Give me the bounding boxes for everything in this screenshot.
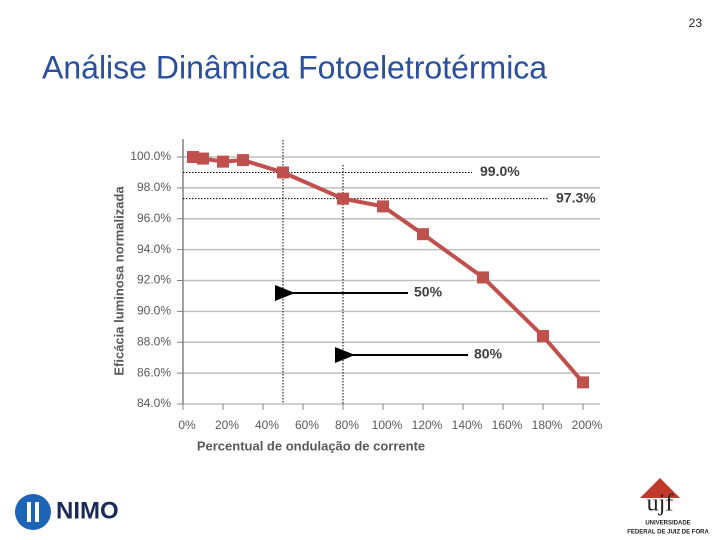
y-tick-label: 84.0% bbox=[137, 396, 171, 410]
data-point bbox=[197, 152, 209, 165]
data-point bbox=[577, 376, 589, 389]
y-tick-label: 92.0% bbox=[137, 273, 171, 287]
logo-subtext: UNIVERSIDADE bbox=[645, 521, 690, 527]
reference-label: 80% bbox=[474, 346, 503, 362]
y-tick-label: 96.0% bbox=[137, 211, 171, 225]
nimo-logo: NIMO bbox=[15, 494, 119, 530]
y-tick-label: 86.0% bbox=[137, 365, 171, 379]
data-point bbox=[217, 155, 229, 168]
data-point bbox=[537, 330, 549, 343]
y-tick-label: 98.0% bbox=[137, 180, 171, 194]
reference-label: 97.3% bbox=[556, 189, 596, 205]
y-tick-label: 88.0% bbox=[137, 334, 171, 348]
data-point bbox=[277, 166, 289, 179]
logo-shape bbox=[35, 502, 39, 522]
data-point bbox=[377, 200, 389, 213]
page-number: 23 bbox=[689, 16, 703, 30]
ujf-logo: ujf UNIVERSIDADE FEDERAL DE JUIZ DE FORA bbox=[627, 478, 709, 536]
data-point bbox=[237, 154, 249, 167]
x-tick-label: 80% bbox=[335, 418, 359, 432]
x-tick-label: 100% bbox=[372, 418, 403, 432]
slide-title: Análise Dinâmica Fotoeletrotérmica bbox=[42, 49, 547, 85]
x-axis-label: Percentual de ondulação de corrente bbox=[197, 438, 425, 453]
x-tick-label: 40% bbox=[255, 418, 279, 432]
y-tick-label: 90.0% bbox=[137, 304, 171, 318]
series-line bbox=[192, 155, 585, 384]
x-tick-label: 140% bbox=[452, 418, 483, 432]
data-point bbox=[337, 192, 349, 205]
x-tick-label: 0% bbox=[178, 418, 196, 432]
data-point bbox=[477, 271, 489, 284]
logo-shape bbox=[27, 502, 31, 522]
x-tick-label: 60% bbox=[295, 418, 319, 432]
logo-text: NIMO bbox=[56, 497, 119, 524]
x-tick-label: 20% bbox=[215, 418, 239, 432]
reference-label: 99.0% bbox=[480, 163, 520, 179]
logo-circle bbox=[15, 494, 51, 530]
x-tick-label: 200% bbox=[572, 418, 603, 432]
x-tick-label: 120% bbox=[412, 418, 443, 432]
y-axis-label: Eficácia luminosa normalizada bbox=[111, 186, 126, 376]
logo-text: ujf bbox=[647, 491, 674, 517]
logo-shape bbox=[640, 478, 680, 498]
x-tick-label: 180% bbox=[532, 418, 563, 432]
data-point bbox=[187, 151, 199, 163]
data-point bbox=[417, 228, 429, 241]
y-tick-label: 94.0% bbox=[137, 242, 171, 256]
logo-subtext: FEDERAL DE JUIZ DE FORA bbox=[627, 530, 709, 536]
x-tick-label: 160% bbox=[492, 418, 523, 432]
reference-label: 50% bbox=[414, 284, 443, 300]
y-tick-label: 100.0% bbox=[130, 149, 171, 163]
